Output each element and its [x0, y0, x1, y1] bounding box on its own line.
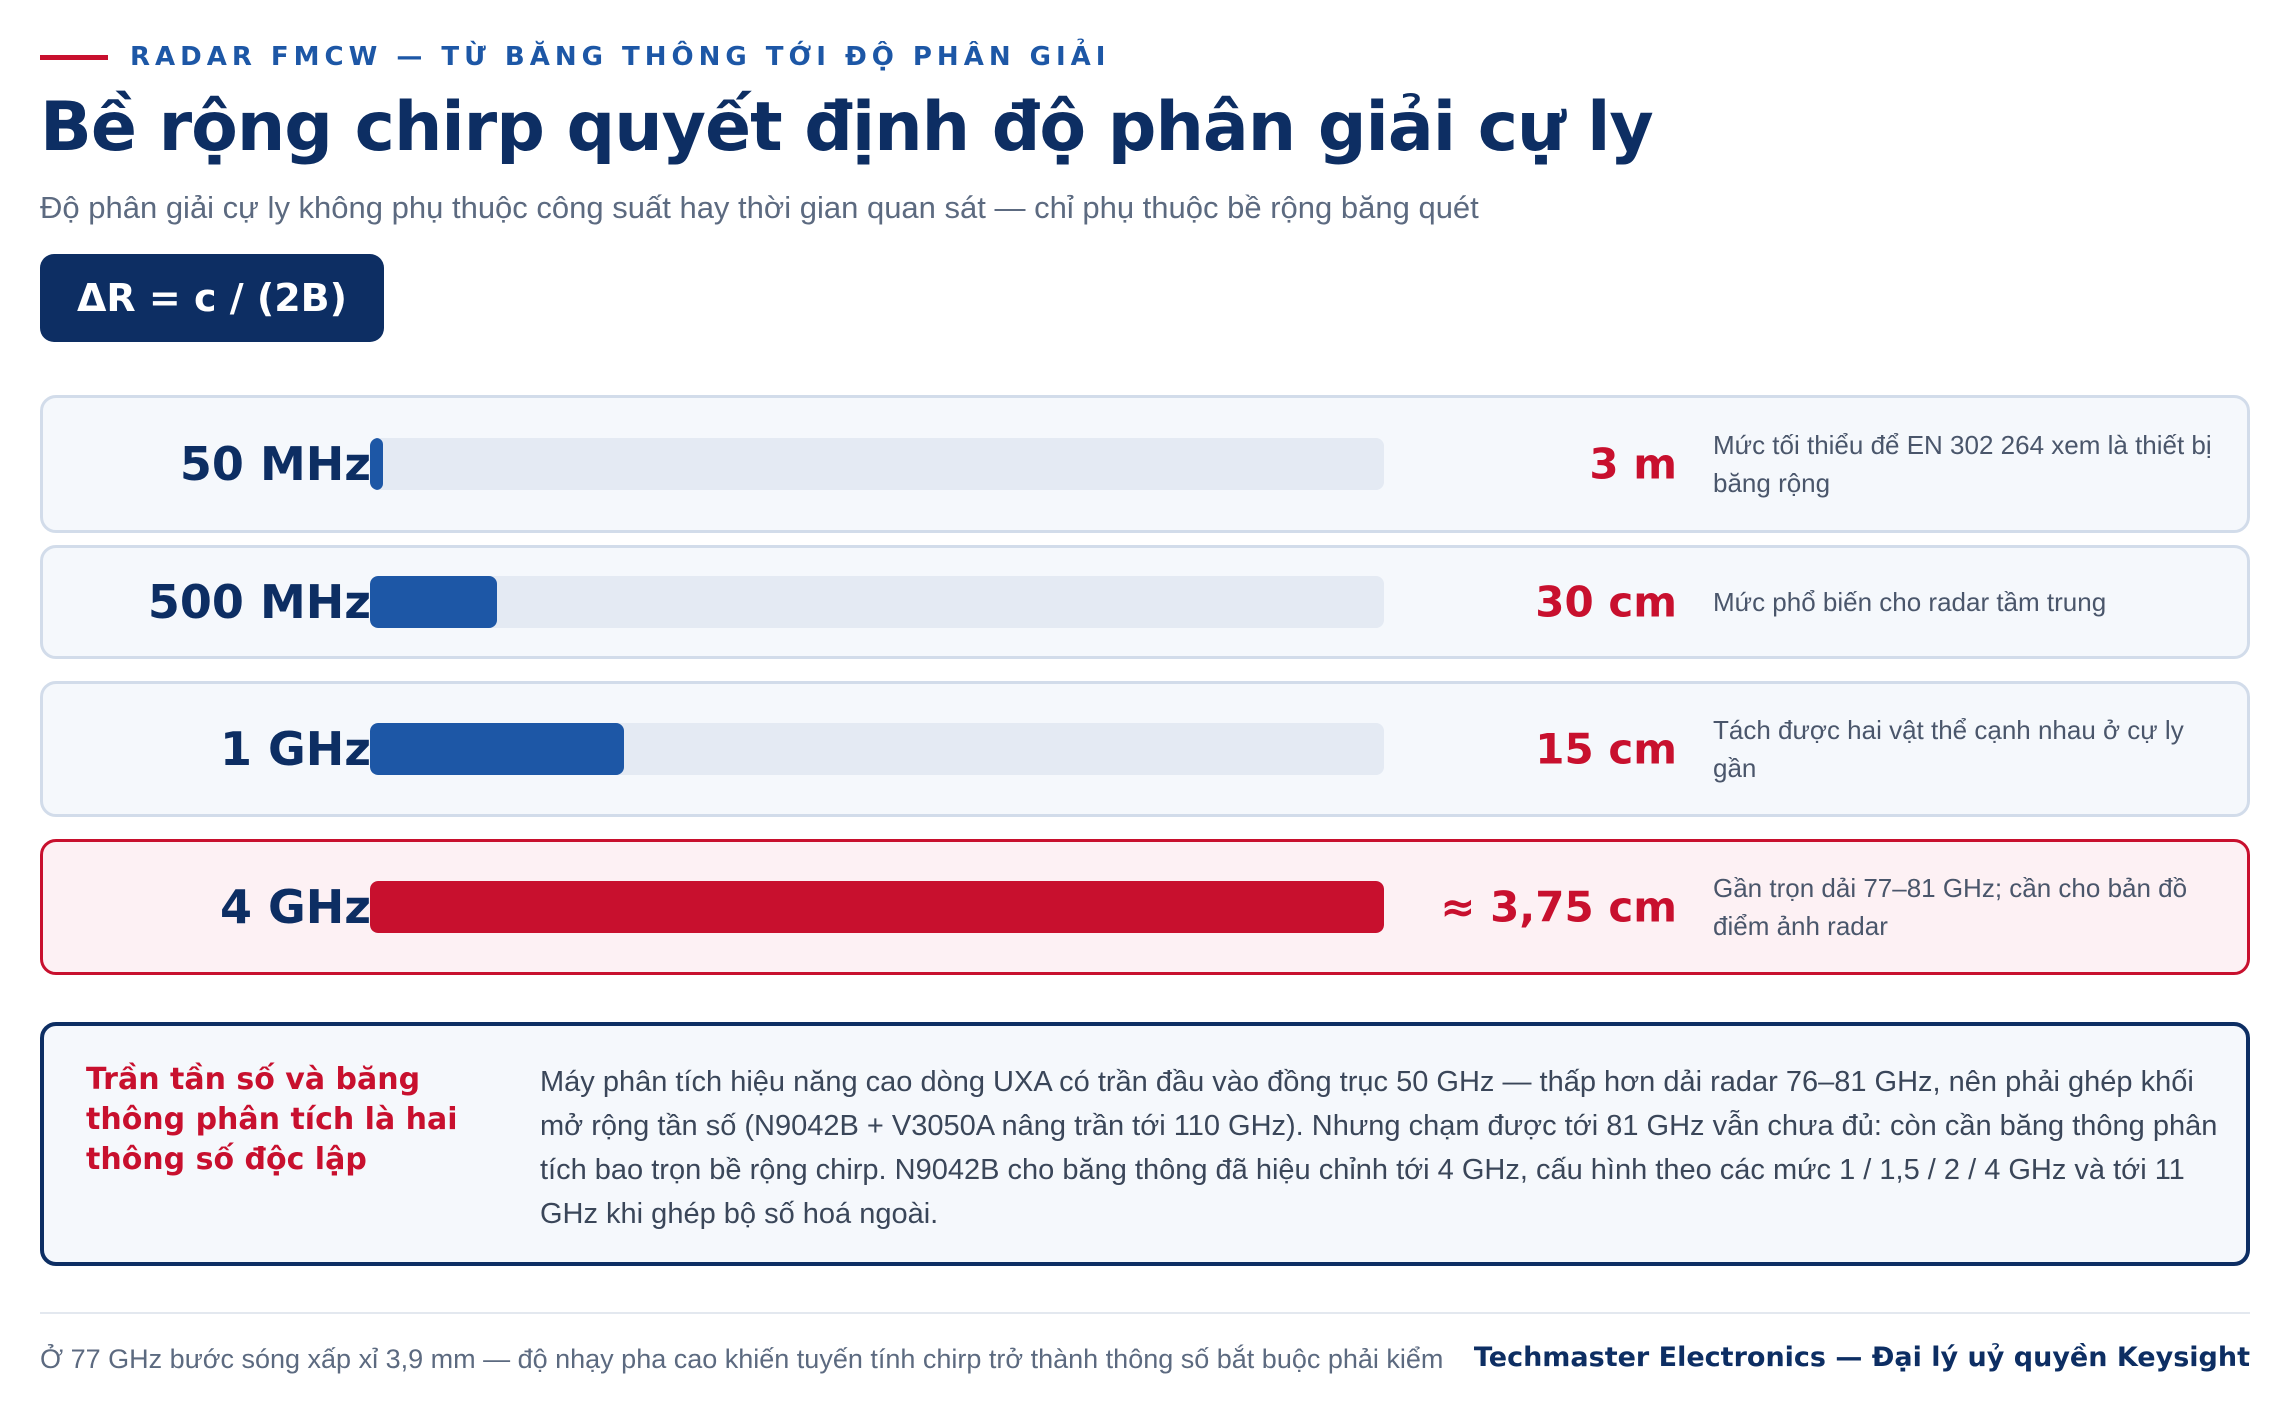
resolution-value: 15 cm [1535, 724, 1677, 774]
footer-note: Ở 77 GHz bước sóng xấp xỉ 3,9 mm — độ nh… [40, 1344, 1444, 1374]
kicker: RADAR FMCW — TỪ BĂNG THÔNG TỚI ĐỘ PHÂN G… [40, 42, 1110, 72]
row-1ghz: 1 GHz 15 cm Tách được hai vật thể cạnh n… [40, 681, 2250, 817]
footer-divider [40, 1312, 2250, 1314]
bar-track [370, 438, 1384, 490]
resolution-value: 3 m [1589, 439, 1677, 489]
callout-body: Máy phân tích hiệu năng cao dòng UXA có … [540, 1066, 2218, 1230]
footer-brand: Techmaster Electronics — Đại lý uỷ quyền… [1473, 1342, 2250, 1373]
row-note: Tách được hai vật thể cạnh nhau ở cự ly … [1713, 715, 2184, 783]
row-note: Mức phổ biến cho radar tầm trung [1713, 587, 2107, 617]
row-50mhz: 50 MHz 3 m Mức tối thiểu để EN 302 264 x… [40, 395, 2250, 533]
bar-fill [370, 881, 1384, 933]
row-4ghz: 4 GHz ≈ 3,75 cm Gần trọn dải 77–81 GHz; … [40, 839, 2250, 975]
bar-fill [370, 723, 624, 775]
bar-track [370, 881, 1384, 933]
bar-track [370, 723, 1384, 775]
formula-badge: ΔR = c / (2B) [40, 254, 384, 342]
kicker-text: RADAR FMCW — TỪ BĂNG THÔNG TỚI ĐỘ PHÂN G… [130, 42, 1111, 72]
bandwidth-label: 4 GHz [219, 880, 371, 934]
resolution-value: 30 cm [1535, 577, 1677, 627]
row-500mhz: 500 MHz 30 cm Mức phổ biến cho radar tầm… [40, 545, 2250, 659]
row-note: Mức tối thiểu để EN 302 264 xem là thiết… [1713, 430, 2212, 498]
page-subtitle: Độ phân giải cự ly không phụ thuộc công … [40, 190, 1479, 225]
bandwidth-label: 1 GHz [219, 722, 371, 776]
resolution-value: ≈ 3,75 cm [1440, 882, 1677, 932]
callout-box: Trần tần số và băng thông phân tích là h… [40, 1022, 2250, 1266]
bandwidth-label: 50 MHz [179, 437, 371, 491]
bandwidth-label: 500 MHz [147, 575, 371, 629]
bar-fill [370, 576, 497, 628]
bar-fill [370, 438, 383, 490]
row-note: Gần trọn dải 77–81 GHz; cần cho bản đồ đ… [1713, 873, 2188, 941]
callout-title: Trần tần số và băng thông phân tích là h… [86, 1062, 458, 1177]
page-title: Bề rộng chirp quyết định độ phân giải cự… [40, 88, 1654, 167]
kicker-accent-line [40, 54, 108, 60]
bar-track [370, 576, 1384, 628]
